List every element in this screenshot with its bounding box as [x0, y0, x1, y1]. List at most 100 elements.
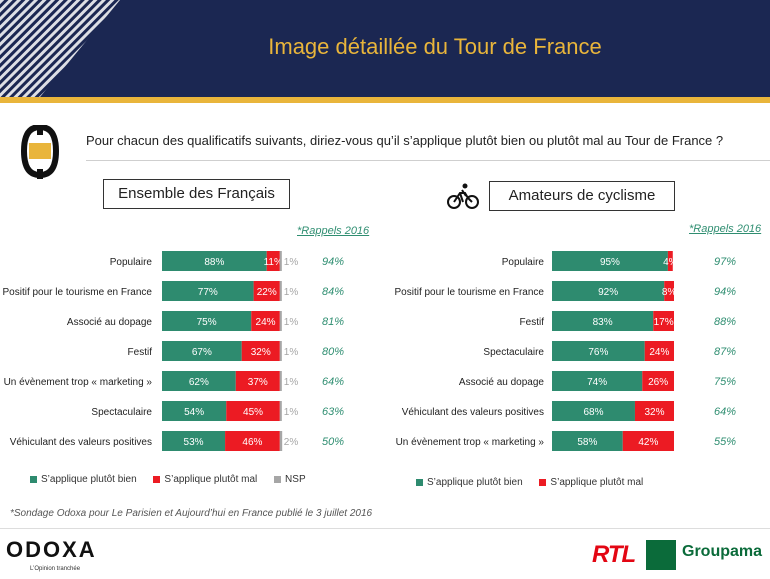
rappel-header-right: *Rappels 2016	[689, 223, 762, 235]
data-label-bien: 77%	[198, 287, 218, 298]
data-label-nsp: 1%	[284, 257, 299, 268]
bar-bien	[552, 311, 654, 331]
rappel-value: 84%	[322, 286, 344, 298]
data-label-mal: 24%	[649, 347, 669, 358]
footer-divider	[0, 528, 770, 529]
bar-mal	[642, 371, 674, 391]
data-label-bien: 88%	[204, 257, 224, 268]
bar-mal	[622, 431, 674, 451]
bar-mal	[664, 281, 674, 301]
bar-bien	[552, 251, 668, 271]
rappel-value: 94%	[714, 286, 736, 298]
bar-mal	[253, 281, 280, 301]
bar-bien	[162, 311, 252, 331]
rappel-value: 55%	[714, 436, 736, 448]
bar-bien	[162, 281, 254, 301]
header-accent-strip	[0, 97, 770, 103]
bar-bien	[162, 371, 236, 391]
category-label: Associé au dopage	[67, 317, 153, 328]
bar-bien	[162, 341, 242, 361]
data-label-nsp: 1%	[284, 347, 299, 358]
data-label-bien: 83%	[593, 317, 613, 328]
rappel-value: 88%	[714, 316, 736, 328]
category-label: Spectaculaire	[91, 407, 152, 418]
legend-item-mal: S’applique plutôt mal	[539, 477, 643, 488]
rtl-logo: RTL	[592, 541, 636, 568]
legend-item-bien: S’applique plutôt bien	[30, 474, 137, 485]
panel-title-amateurs: Amateurs de cyclisme	[489, 181, 675, 211]
bar-mal	[225, 431, 280, 451]
rappel-value: 63%	[322, 406, 344, 418]
bar-bien	[162, 401, 227, 421]
category-label: Festif	[128, 347, 153, 358]
data-label-mal: 37%	[248, 377, 268, 388]
bar-mal	[241, 341, 280, 361]
bar-bien	[162, 251, 267, 271]
bar-mal	[653, 311, 674, 331]
rappel-value: 64%	[714, 406, 736, 418]
panel-title-ensemble: Ensemble des Français	[103, 179, 290, 209]
data-label-mal: 32%	[644, 407, 664, 418]
data-label-mal: 11%	[264, 257, 283, 268]
category-label: Véhiculant des valeurs positives	[10, 437, 152, 448]
rappel-value: 80%	[322, 346, 344, 358]
bar-mal	[235, 371, 280, 391]
data-label-mal: 32%	[251, 347, 271, 358]
rappel-value: 97%	[714, 256, 736, 268]
divider	[86, 160, 770, 161]
bar-nsp	[279, 431, 283, 451]
data-label-nsp: 1%	[284, 407, 299, 418]
data-label-bien: 62%	[189, 377, 209, 388]
category-label: Populaire	[110, 257, 153, 268]
data-label-bien: 75%	[197, 317, 217, 328]
groupama-logo: Groupama	[682, 543, 763, 560]
bar-nsp	[279, 341, 282, 361]
data-label-mal: 24%	[256, 317, 276, 328]
data-label-mal: 26%	[648, 377, 668, 388]
bar-nsp	[279, 401, 282, 421]
data-label-mal: 46%	[242, 437, 262, 448]
category-label: Véhiculant des valeurs positives	[402, 407, 544, 418]
rappel-value: 87%	[714, 346, 736, 358]
data-label-nsp: 1%	[284, 287, 299, 298]
category-label: Positif pour le tourisme en France	[394, 287, 544, 298]
data-label-bien: 76%	[588, 347, 608, 358]
bar-nsp	[279, 311, 282, 331]
bar-mal	[226, 401, 280, 421]
data-label-bien: 95%	[600, 257, 620, 268]
bar-bien	[162, 431, 226, 451]
bar-mal	[266, 251, 280, 271]
legend-left: S’applique plutôt bien S’applique plutôt…	[30, 474, 320, 485]
category-label: Populaire	[502, 257, 545, 268]
groupama-logo-icon	[646, 540, 676, 570]
rappel-header-left: *Rappels 2016	[297, 225, 370, 237]
bar-mal	[667, 251, 673, 271]
bar-nsp	[279, 251, 282, 271]
bar-mal	[644, 341, 674, 361]
data-label-bien: 67%	[192, 347, 212, 358]
bar-bien	[552, 371, 643, 391]
category-label: Associé au dopage	[459, 377, 545, 388]
legend-item-nsp: NSP	[274, 474, 306, 485]
data-label-bien: 58%	[577, 437, 597, 448]
data-label-mal: 22%	[257, 287, 277, 298]
odoxa-tagline: L’Opinion tranchée	[30, 566, 81, 572]
legend-item-mal: S’applique plutôt mal	[153, 474, 257, 485]
bar-bien	[552, 431, 623, 451]
header-banner: Image détaillée du Tour de France	[0, 0, 770, 97]
bar-bien	[552, 341, 645, 361]
bar-nsp	[279, 281, 282, 301]
odoxa-logo: ODOXA	[6, 537, 97, 562]
rappel-value: 81%	[322, 316, 344, 328]
bar-bien	[552, 281, 665, 301]
data-label-bien: 54%	[184, 407, 204, 418]
bicycle-icon	[447, 183, 479, 209]
data-label-nsp: 1%	[284, 377, 299, 388]
bar-mal	[634, 401, 674, 421]
bar-mal	[251, 311, 280, 331]
category-label: Spectaculaire	[483, 347, 544, 358]
survey-question: Pour chacun des qualificatifs suivants, …	[86, 133, 724, 148]
data-label-mal: 45%	[243, 407, 263, 418]
